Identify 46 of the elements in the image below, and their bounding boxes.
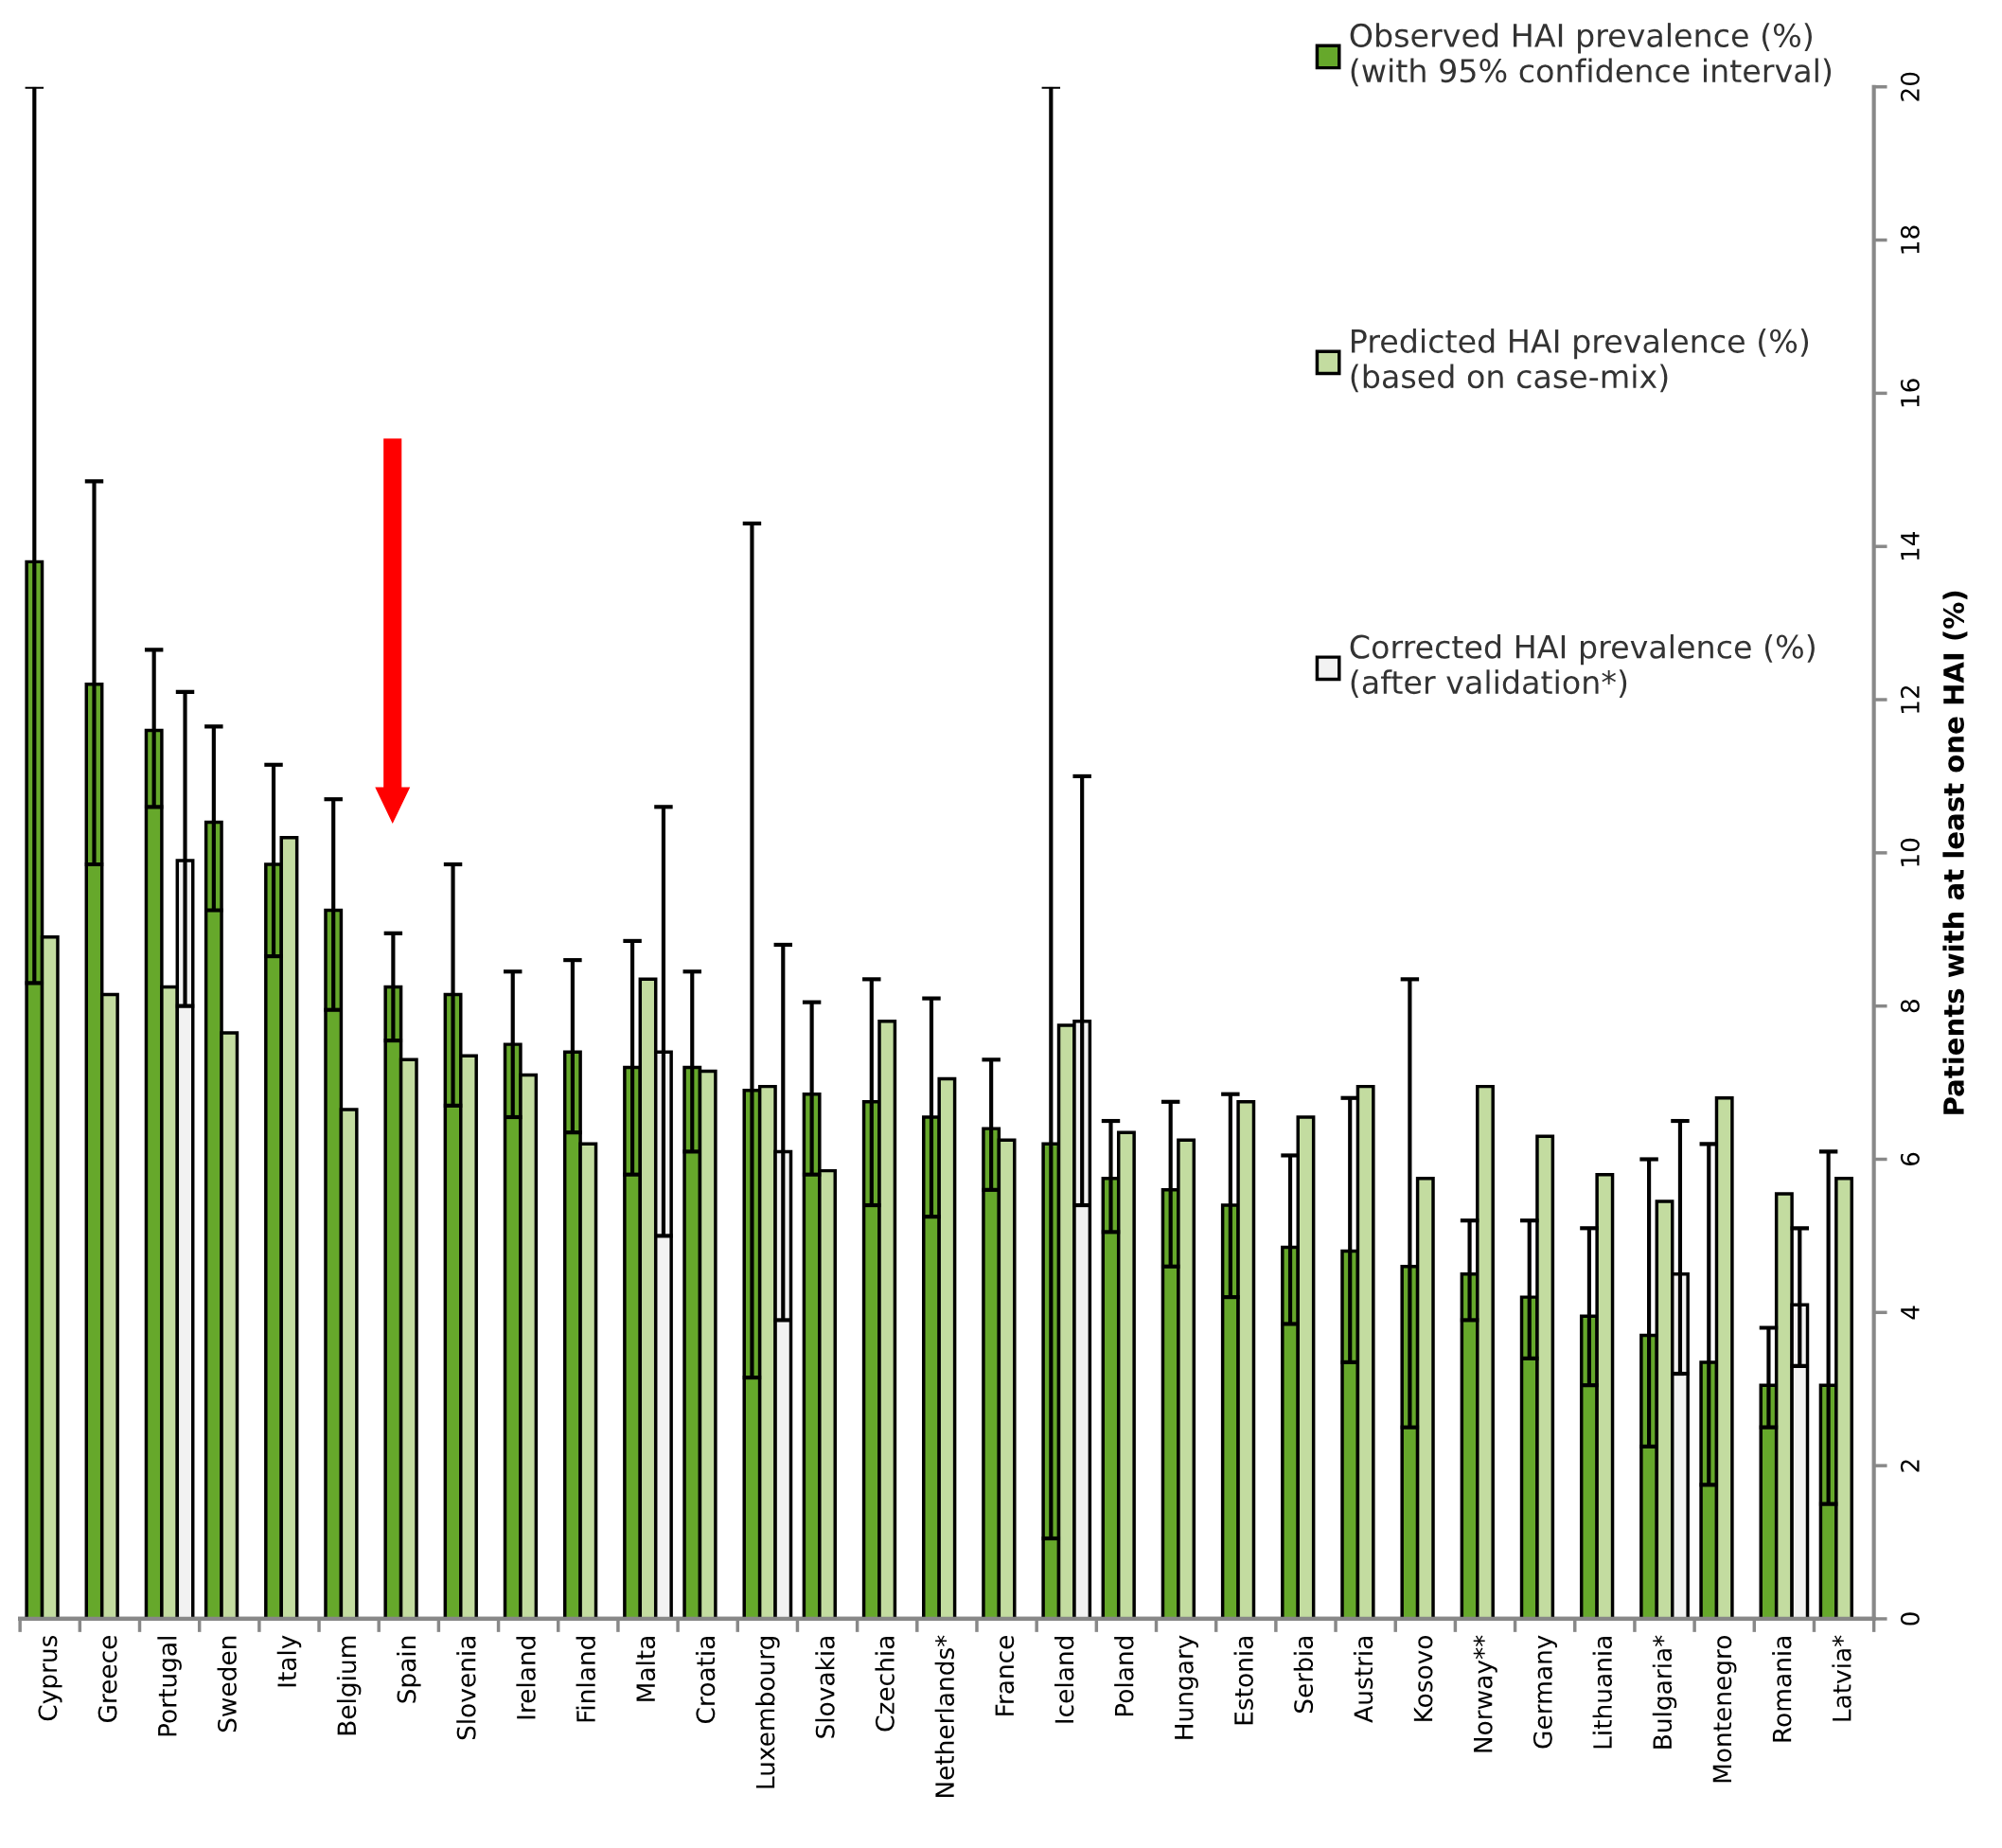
y2-tick-label: 0 <box>1900 1612 1920 1626</box>
x-tick-label: Poland <box>1114 1637 1134 1716</box>
x-tick-label: Cyprus <box>38 1635 62 1721</box>
x-tick-label: Ireland <box>516 1637 536 1719</box>
x-tick-label: Iceland <box>1054 1637 1074 1723</box>
x-tick-label: Montenegro <box>1712 1636 1737 1783</box>
y2-tick-label: 2 <box>1900 1460 1920 1472</box>
y2-tick-label: 4 <box>1901 1306 1920 1320</box>
x-tick-label: Latvia* <box>1832 1635 1851 1721</box>
x-tick-label: Croatia <box>695 1637 716 1723</box>
x-tick-label: Norway** <box>1473 1635 1497 1752</box>
x-tick-label: Netherlands* <box>934 1635 955 1798</box>
x-tick-label: Luxembourg <box>755 1637 780 1788</box>
legend-label: Observed HAI prevalence (%) (with 95% confidence interval) <box>1350 23 1832 87</box>
x-tick-label: Italy <box>276 1635 302 1687</box>
x-tick-label: Austria <box>1353 1637 1373 1723</box>
x-tick-label: Slovenia <box>456 1637 476 1740</box>
x-tick-label: Spain <box>397 1636 421 1703</box>
x-tick-label: Czechia <box>875 1637 895 1732</box>
x-tick-label: Romania <box>1772 1637 1792 1742</box>
y2-tick-label: 10 <box>1900 838 1920 866</box>
y2-tick-label: 12 <box>1900 685 1920 713</box>
x-tick-label: Kosovo <box>1413 1636 1433 1721</box>
x-tick-label: Serbia <box>1293 1637 1314 1713</box>
x-tick-label: France <box>995 1636 1015 1715</box>
y2-tick-label: 14 <box>1901 531 1920 560</box>
x-tick-label: Greece <box>97 1636 117 1723</box>
y2-tick-label: 20 <box>1900 72 1920 101</box>
x-tick-label: Hungary <box>1175 1635 1198 1739</box>
x-tick-label: Finland <box>576 1637 595 1722</box>
legend-label: Predicted HAI prevalence (%) (based on case-mix) <box>1351 329 1809 393</box>
x-tick-label: Lithuania <box>1592 1637 1612 1749</box>
x-tick-label: Sweden <box>217 1636 237 1732</box>
x-tick-label: Bulgaria* <box>1652 1635 1677 1749</box>
y2-tick-label: 16 <box>1900 379 1920 407</box>
x-tick-label: Germany <box>1533 1635 1557 1749</box>
x-tick-label: Malta <box>635 1637 656 1701</box>
x-tick-label: Portugal <box>157 1637 182 1736</box>
legend-label: Corrected HAI prevalence (%) (after validation*) <box>1350 634 1815 699</box>
x-tick-label: Estonia <box>1233 1637 1253 1725</box>
y2-tick-label: 6 <box>1900 1152 1920 1166</box>
y2-tick-label: 18 <box>1900 225 1920 254</box>
y2-tick-label: 8 <box>1900 1000 1920 1013</box>
x-tick-label: Slovakia <box>815 1637 835 1738</box>
y2-axis-title: Patients with at least one HAI (%) <box>1942 591 1968 1114</box>
x-tick-label: Belgium <box>336 1636 362 1735</box>
